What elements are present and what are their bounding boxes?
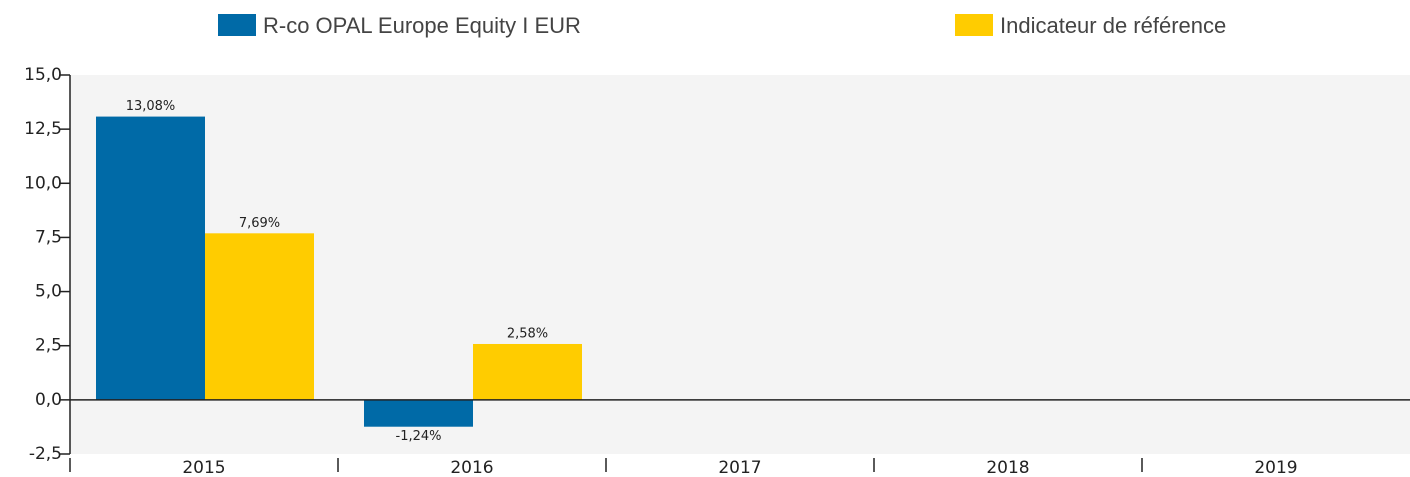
bar xyxy=(473,343,582,400)
x-tick-label: 2018 xyxy=(986,458,1029,477)
y-tick-label: 7,5 xyxy=(35,227,62,247)
y-tick-label: 0,0 xyxy=(35,390,62,410)
value-label: -1,24% xyxy=(396,429,442,444)
legend-swatch xyxy=(218,14,256,36)
bar xyxy=(364,399,473,427)
y-tick-label: 10,0 xyxy=(24,173,62,193)
y-tick-label: -2,5 xyxy=(29,444,62,464)
value-label: 2,58% xyxy=(507,326,548,341)
bar xyxy=(96,116,205,400)
legend-swatch xyxy=(955,14,993,36)
value-label: 13,08% xyxy=(126,99,176,114)
legend-label: Indicateur de référence xyxy=(1000,13,1226,38)
x-tick-label: 2016 xyxy=(450,458,493,477)
x-tick-label: 2015 xyxy=(182,458,225,477)
value-label: 7,69% xyxy=(239,216,280,231)
y-tick-label: 15,0 xyxy=(24,65,62,85)
y-tick-label: 5,0 xyxy=(35,282,62,302)
x-tick-label: 2019 xyxy=(1254,458,1297,477)
y-tick-label: 12,5 xyxy=(24,119,62,139)
bar xyxy=(205,233,314,400)
legend-label: R-co OPAL Europe Equity I EUR xyxy=(263,13,581,38)
y-tick-label: 2,5 xyxy=(35,336,62,356)
x-tick-label: 2017 xyxy=(718,458,761,477)
